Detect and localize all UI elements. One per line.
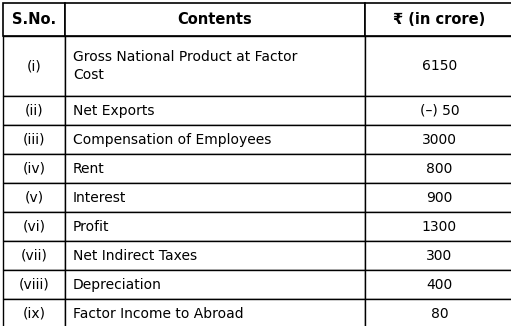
Bar — [65, 154, 365, 183]
Text: (iv): (iv) — [22, 161, 45, 175]
Text: Factor Income to Abroad: Factor Income to Abroad — [73, 306, 244, 320]
Text: 300: 300 — [426, 248, 453, 262]
Bar — [3, 154, 65, 183]
Bar — [3, 125, 65, 154]
Text: Gross National Product at Factor
Cost: Gross National Product at Factor Cost — [73, 50, 297, 82]
Text: 900: 900 — [426, 190, 453, 204]
Text: 6150: 6150 — [422, 59, 457, 73]
Bar — [3, 299, 65, 326]
Text: S.No.: S.No. — [12, 12, 56, 27]
Text: Net Indirect Taxes: Net Indirect Taxes — [73, 248, 197, 262]
Bar — [65, 96, 365, 125]
Bar — [365, 183, 511, 212]
Bar — [65, 125, 365, 154]
Bar — [3, 96, 65, 125]
Text: (vi): (vi) — [22, 219, 45, 233]
Text: Compensation of Employees: Compensation of Employees — [73, 132, 271, 146]
Text: 800: 800 — [426, 161, 453, 175]
Bar — [365, 3, 511, 36]
Bar — [365, 96, 511, 125]
Bar — [65, 183, 365, 212]
Bar — [3, 3, 65, 36]
Bar — [65, 299, 365, 326]
Text: Profit: Profit — [73, 219, 109, 233]
Text: Rent: Rent — [73, 161, 105, 175]
Bar — [365, 154, 511, 183]
Text: (–) 50: (–) 50 — [420, 103, 459, 117]
Bar — [365, 299, 511, 326]
Text: 400: 400 — [426, 277, 453, 291]
Text: Contents: Contents — [178, 12, 252, 27]
Bar — [65, 36, 365, 96]
Text: (vii): (vii) — [20, 248, 48, 262]
Bar — [365, 270, 511, 299]
Text: (ii): (ii) — [25, 103, 43, 117]
Text: Net Exports: Net Exports — [73, 103, 154, 117]
Text: (v): (v) — [25, 190, 43, 204]
Bar — [65, 212, 365, 241]
Bar — [65, 270, 365, 299]
Text: Interest: Interest — [73, 190, 126, 204]
Bar — [3, 241, 65, 270]
Bar — [3, 36, 65, 96]
Text: 80: 80 — [431, 306, 448, 320]
Text: 1300: 1300 — [422, 219, 457, 233]
Bar — [365, 36, 511, 96]
Text: (viii): (viii) — [18, 277, 50, 291]
Text: (iii): (iii) — [23, 132, 45, 146]
Bar — [365, 125, 511, 154]
Bar — [3, 183, 65, 212]
Text: Depreciation: Depreciation — [73, 277, 162, 291]
Bar — [65, 3, 365, 36]
Bar — [65, 241, 365, 270]
Text: (ix): (ix) — [22, 306, 45, 320]
Text: (i): (i) — [27, 59, 41, 73]
Text: ₹ (in crore): ₹ (in crore) — [393, 12, 485, 27]
Bar — [365, 212, 511, 241]
Text: 3000: 3000 — [422, 132, 457, 146]
Bar — [365, 241, 511, 270]
Bar — [3, 212, 65, 241]
Bar — [3, 270, 65, 299]
